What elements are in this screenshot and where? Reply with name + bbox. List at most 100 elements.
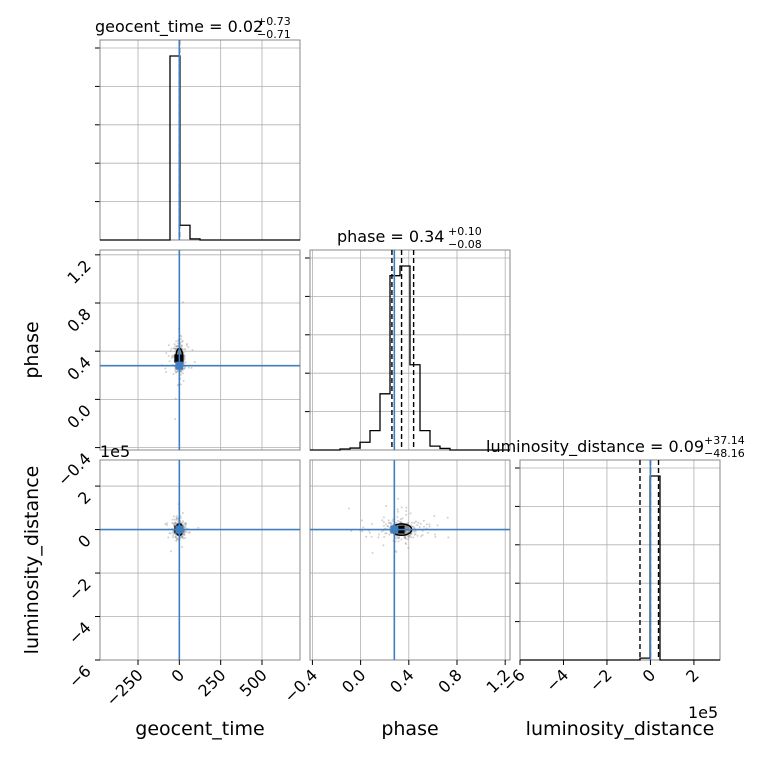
sample-point — [413, 526, 416, 529]
panel-frame — [99, 459, 301, 661]
sample-point — [175, 345, 178, 348]
sample-point — [182, 351, 185, 354]
sample-point — [382, 521, 385, 524]
histogram-phase — [310, 265, 510, 451]
sample-point — [395, 551, 398, 554]
sample-point — [164, 367, 167, 370]
sample-point — [391, 520, 394, 523]
tick-label-x-luminosity_distance: 2 — [682, 665, 703, 686]
sample-point — [179, 352, 182, 355]
sample-point — [403, 535, 406, 538]
sample-point — [404, 525, 407, 528]
title-geocent-time: geocent_time = 0.02 — [95, 17, 263, 37]
sample-point — [386, 525, 389, 528]
sample-point — [347, 507, 350, 510]
sample-point — [400, 506, 403, 509]
title-phase-plus: +0.10 — [448, 225, 482, 238]
sample-point — [191, 348, 194, 351]
sample-point — [370, 535, 373, 538]
sample-point — [187, 366, 190, 369]
sample-point — [172, 356, 175, 359]
sample-point — [395, 521, 398, 524]
panel-frame — [309, 249, 511, 451]
sample-point — [183, 525, 186, 528]
tick-label-x-luminosity_distance: −4 — [542, 665, 572, 695]
sample-point — [405, 510, 408, 513]
sample-point — [405, 506, 408, 509]
sample-point — [362, 526, 365, 529]
sample-point — [173, 522, 176, 525]
sample-point — [176, 352, 179, 355]
sample-point — [180, 344, 183, 347]
offset-text-x: 1e5 — [688, 703, 718, 722]
sample-point — [404, 529, 407, 532]
sample-point — [187, 531, 190, 534]
title-luminosity-distance: luminosity_distance = 0.09 — [486, 437, 704, 457]
sample-point — [436, 524, 439, 527]
title-luminosity-distance-plus: +37.14 — [704, 434, 745, 447]
sample-point — [386, 524, 389, 527]
sample-point — [398, 520, 401, 523]
sample-point — [405, 525, 408, 528]
sample-point — [382, 544, 385, 547]
sample-point — [184, 537, 187, 540]
sample-point — [174, 347, 177, 350]
sample-point — [396, 516, 399, 519]
sample-point — [368, 531, 371, 534]
tick-label-x-luminosity_distance: −2 — [586, 665, 616, 695]
sample-point — [180, 344, 183, 347]
xlabel-geocent-time: geocent_time — [135, 718, 264, 740]
sample-point — [172, 347, 175, 350]
sample-point — [404, 536, 407, 539]
sample-point — [183, 532, 186, 535]
sample-point — [180, 370, 183, 373]
sample-point — [179, 338, 182, 341]
panel-geocent_time-geocent_time — [95, 39, 301, 241]
sample-point — [183, 534, 186, 537]
sample-point — [181, 369, 184, 372]
title-phase: phase = 0.34 — [337, 227, 444, 246]
sample-point — [419, 522, 422, 525]
sample-point — [165, 523, 168, 526]
sample-point — [414, 532, 417, 535]
sample-point — [409, 512, 412, 515]
sample-point — [397, 537, 400, 540]
sample-point — [381, 519, 384, 522]
sample-point — [405, 513, 408, 516]
density-peak-phase-geocent_time — [174, 354, 183, 363]
sample-point — [404, 529, 407, 532]
sample-point — [176, 537, 179, 540]
sample-point — [405, 525, 408, 528]
sample-point — [183, 355, 186, 358]
sample-point — [183, 530, 186, 533]
sample-point — [181, 545, 184, 548]
injection-marker — [175, 525, 184, 534]
sample-point — [183, 522, 186, 525]
panels — [95, 39, 721, 661]
marks: −250 0 250 500 −0.4 0.0 0.4 0.8 1.2−6 −4 −2 0 2−0.40… — [54, 40, 720, 710]
sample-point — [371, 551, 374, 554]
sample-point — [179, 516, 182, 519]
sample-point — [171, 518, 174, 521]
sample-point — [180, 535, 183, 538]
sample-point — [182, 379, 185, 382]
tick-label-x-phase: −0.4 — [280, 665, 321, 706]
tick-label-y-luminosity_distance: 2 — [74, 487, 95, 508]
panel-luminosity_distance-geocent_time — [99, 459, 301, 661]
sample-point — [411, 525, 414, 528]
sample-point — [409, 534, 412, 537]
sample-point — [406, 521, 409, 524]
tick-label-x-luminosity_distance: 0 — [639, 665, 660, 686]
sample-point — [172, 354, 175, 357]
sample-point — [182, 537, 185, 540]
tick-label-x-geocent_time: 0 — [168, 665, 189, 686]
sample-point — [377, 533, 380, 536]
sample-point — [173, 518, 176, 521]
sample-point — [171, 521, 174, 524]
sample-point — [380, 530, 383, 533]
sample-point — [175, 515, 178, 518]
sample-point — [180, 352, 183, 355]
tick-label-y-phase: −0.4 — [54, 449, 95, 490]
sample-point — [174, 521, 177, 524]
